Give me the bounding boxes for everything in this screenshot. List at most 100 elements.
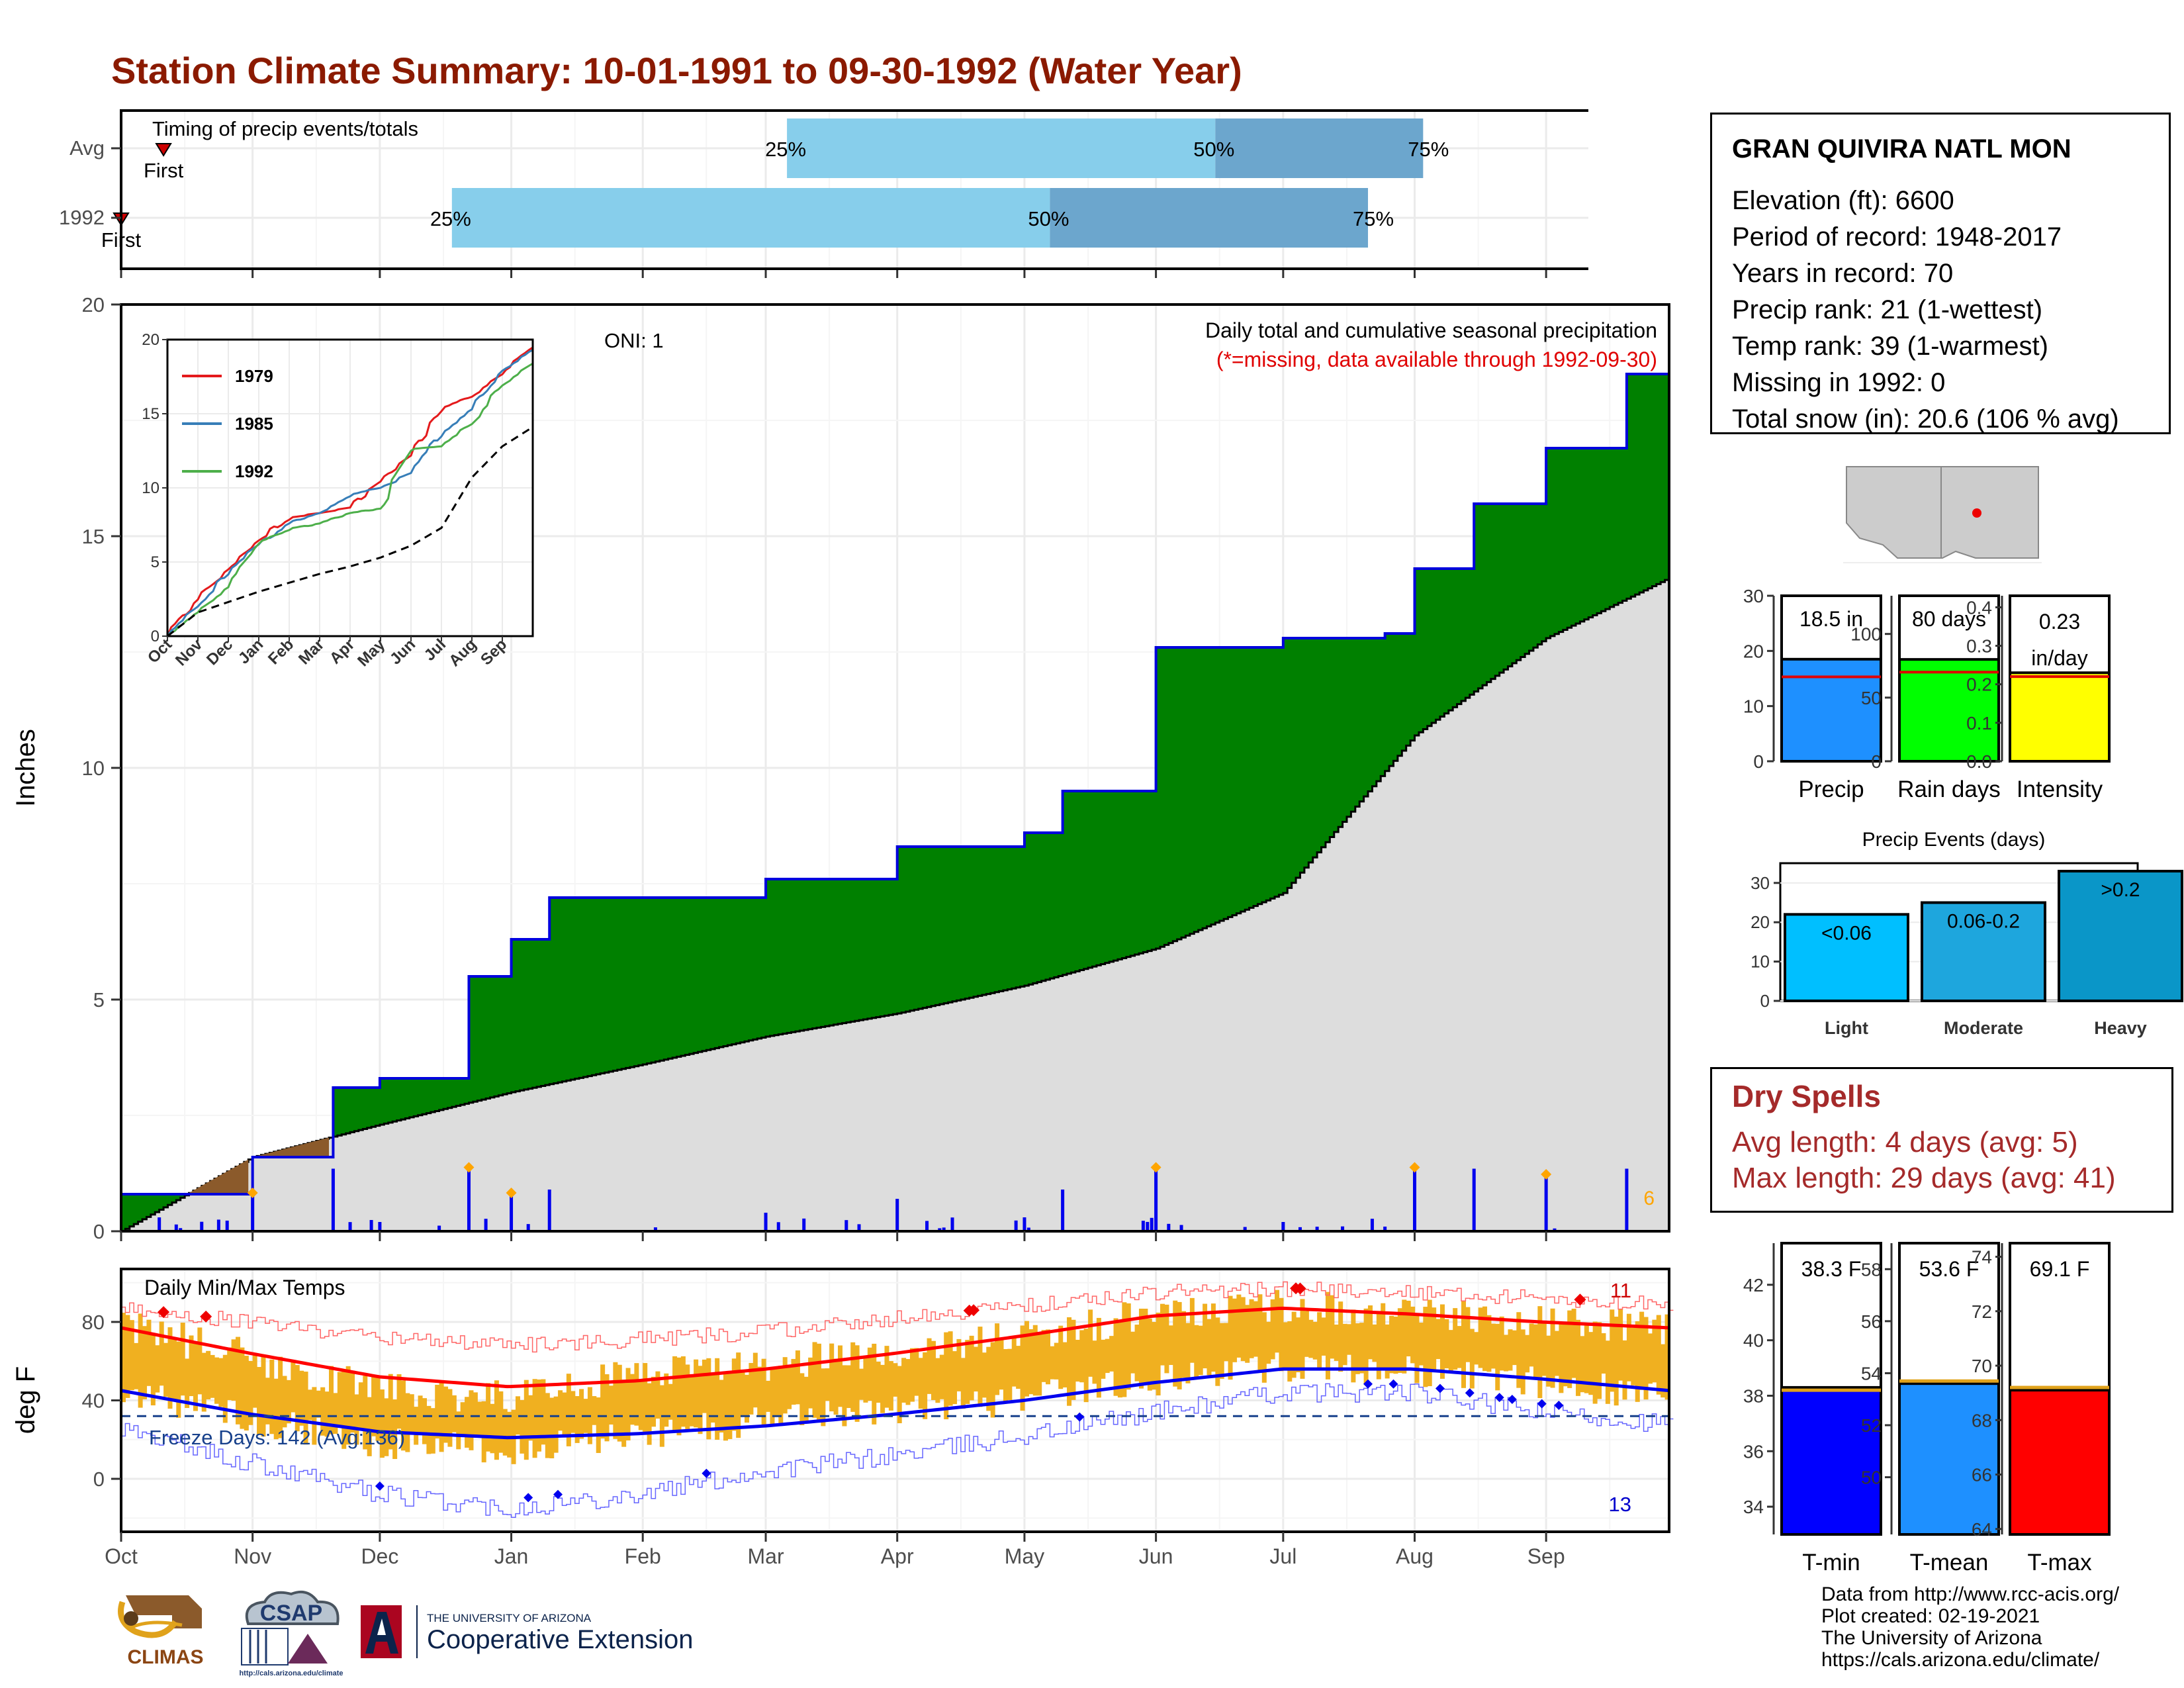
daily-temp-bar — [1474, 1332, 1479, 1365]
daily-temp-bar — [1546, 1335, 1551, 1387]
daily-temp-bar — [1661, 1344, 1666, 1398]
inset-series-line — [166, 349, 533, 637]
daily-temp-bar — [1075, 1339, 1080, 1382]
inset-series-line — [167, 362, 533, 637]
daily-precip-bar — [1341, 1226, 1345, 1231]
timing-bar-q3 — [1215, 118, 1424, 178]
snow-marker — [1150, 1162, 1161, 1173]
daily-temp-bar — [727, 1372, 733, 1439]
daily-temp-bar — [278, 1356, 283, 1438]
daily-temp-bar — [1541, 1323, 1547, 1376]
summary-bars: 0 10 20 30 18.5 in Precip 0 50 100 80 days Rain da… — [1743, 586, 2111, 802]
inset-y-tick-label: 0 — [151, 628, 159, 645]
daily-temp-bar — [986, 1346, 991, 1411]
daily-temp-bar — [1007, 1348, 1013, 1400]
daily-temp-bar — [1198, 1325, 1203, 1376]
daily-temp-bar — [1317, 1312, 1322, 1369]
inset-legend: 1979 1985 1992 — [182, 366, 273, 481]
month-tick-label: Jul — [1269, 1544, 1297, 1568]
daily-temp-bar — [341, 1370, 347, 1449]
timing-bar-q3 — [1050, 188, 1369, 248]
daily-temp-bar — [799, 1373, 805, 1425]
daily-temp-bar — [1173, 1300, 1178, 1387]
daily-temp-bar — [498, 1391, 504, 1453]
record-low-marker — [375, 1481, 385, 1491]
daily-precip-bar — [526, 1224, 530, 1231]
daily-temp-bar — [761, 1358, 766, 1427]
daily-temp-bar — [931, 1340, 936, 1401]
dry-spells-title: Dry Spells — [1732, 1079, 1881, 1113]
daily-temp-bar — [142, 1326, 148, 1399]
credits-line-4: https://cals.arizona.edu/climate/ — [1821, 1649, 2100, 1671]
daily-temp-bar — [244, 1356, 249, 1430]
precip-event-category: Heavy — [2094, 1018, 2147, 1038]
daily-temp-bar — [167, 1327, 173, 1409]
daily-temp-bar — [206, 1350, 211, 1399]
daily-temp-bar — [418, 1395, 423, 1435]
precip-event-bar — [1784, 913, 1909, 1002]
station-precip-rank: Precip rank: 21 (1-wettest) — [1732, 295, 2043, 324]
ua-logo: THE UNIVERSITY OF ARIZONA Cooperative Ex… — [361, 1605, 693, 1658]
station-snow: Total snow (in): 20.6 (106 % avg) — [1732, 404, 2119, 434]
snow-marker — [463, 1162, 475, 1173]
temp-summary-bar-group: 34 36 38 40 42 38.3 F T-min 50 52 54 56 58 53.6 F T-m… — [1743, 1242, 2111, 1575]
daily-temp-bar — [974, 1346, 979, 1392]
record-high-marker — [200, 1310, 212, 1323]
daily-temp-bar — [443, 1386, 449, 1443]
daily-temp-bar — [745, 1374, 750, 1423]
daily-temp-bar — [1279, 1297, 1284, 1372]
daily-temp-bar — [1291, 1311, 1297, 1378]
daily-temp-bar — [1520, 1329, 1525, 1395]
temp-panel-label: Daily Min/Max Temps — [144, 1276, 345, 1299]
daily-temp-bar — [1275, 1289, 1280, 1353]
inset-y-axis: 0 5 10 15 20 — [142, 331, 167, 645]
daily-temp-bar — [803, 1376, 809, 1421]
events-y-tick-label: 20 — [1751, 912, 1770, 932]
timing-row-label-year: 1992 — [59, 206, 105, 229]
daily-temp-bar — [791, 1358, 796, 1405]
daily-temp-bar — [1601, 1333, 1606, 1374]
daily-temp-bar — [261, 1354, 266, 1437]
daily-temp-bar — [1482, 1306, 1488, 1372]
timing-bar-q2 — [787, 118, 1216, 178]
daily-temp-bar — [698, 1366, 703, 1434]
month-tick-label: Oct — [105, 1544, 138, 1568]
temp-summary-label: T-mean — [1910, 1550, 1989, 1575]
daily-temp-bar — [384, 1398, 389, 1456]
month-tick-label: Nov — [234, 1544, 271, 1568]
daily-precip-bar — [925, 1221, 929, 1231]
daily-precip-bar — [1383, 1227, 1387, 1231]
snow-marker — [1409, 1162, 1420, 1173]
daily-temp-bar — [286, 1380, 291, 1424]
deficit-area — [189, 1137, 330, 1194]
daily-temp-bar — [948, 1331, 953, 1406]
daily-temp-bar — [918, 1358, 923, 1409]
daily-temp-bar — [837, 1345, 842, 1407]
dry-spells-avg: Avg length: 4 days (avg: 5) — [1732, 1126, 2078, 1158]
month-tick-label: Aug — [1396, 1544, 1433, 1568]
daily-temp-bar — [1253, 1301, 1259, 1357]
daily-temp-bar — [854, 1345, 860, 1422]
temp-summary-panel: 34 36 38 40 42 38.3 F T-min — [1743, 1242, 1882, 1575]
inset-legend-label: 1985 — [235, 414, 273, 434]
daily-temp-bar — [358, 1382, 363, 1429]
precip-panel: 0 5 10 15 20 Inches ONI: 1 Daily total and c… — [11, 293, 1670, 1243]
precip-event-bar-label: <0.06 — [1821, 922, 1872, 944]
daily-temp-bar — [520, 1400, 525, 1454]
daily-temp-bar — [392, 1399, 398, 1460]
daily-temp-bar — [350, 1373, 355, 1433]
precip-y-tick-label: 5 — [93, 988, 105, 1011]
daily-temp-bar — [723, 1373, 728, 1441]
cumulative-avg-area — [121, 578, 1670, 1233]
temp-summary-y-tick-label: 50 — [1861, 1468, 1882, 1488]
precip-y-tick-label: 10 — [82, 757, 105, 780]
precip-events-title: Precip Events (days) — [1862, 829, 2046, 851]
daily-temp-bar — [1283, 1322, 1288, 1370]
daily-temp-bar — [710, 1374, 715, 1423]
temp-summary-value-label: 53.6 F — [1919, 1257, 1979, 1281]
daily-temp-bar — [995, 1323, 1000, 1395]
record-low-marker — [1507, 1395, 1517, 1405]
daily-temp-bar — [227, 1347, 232, 1401]
credits-line-2: Plot created: 02-19-2021 — [1821, 1605, 2040, 1627]
climas-logo: CLIMAS — [118, 1595, 204, 1668]
